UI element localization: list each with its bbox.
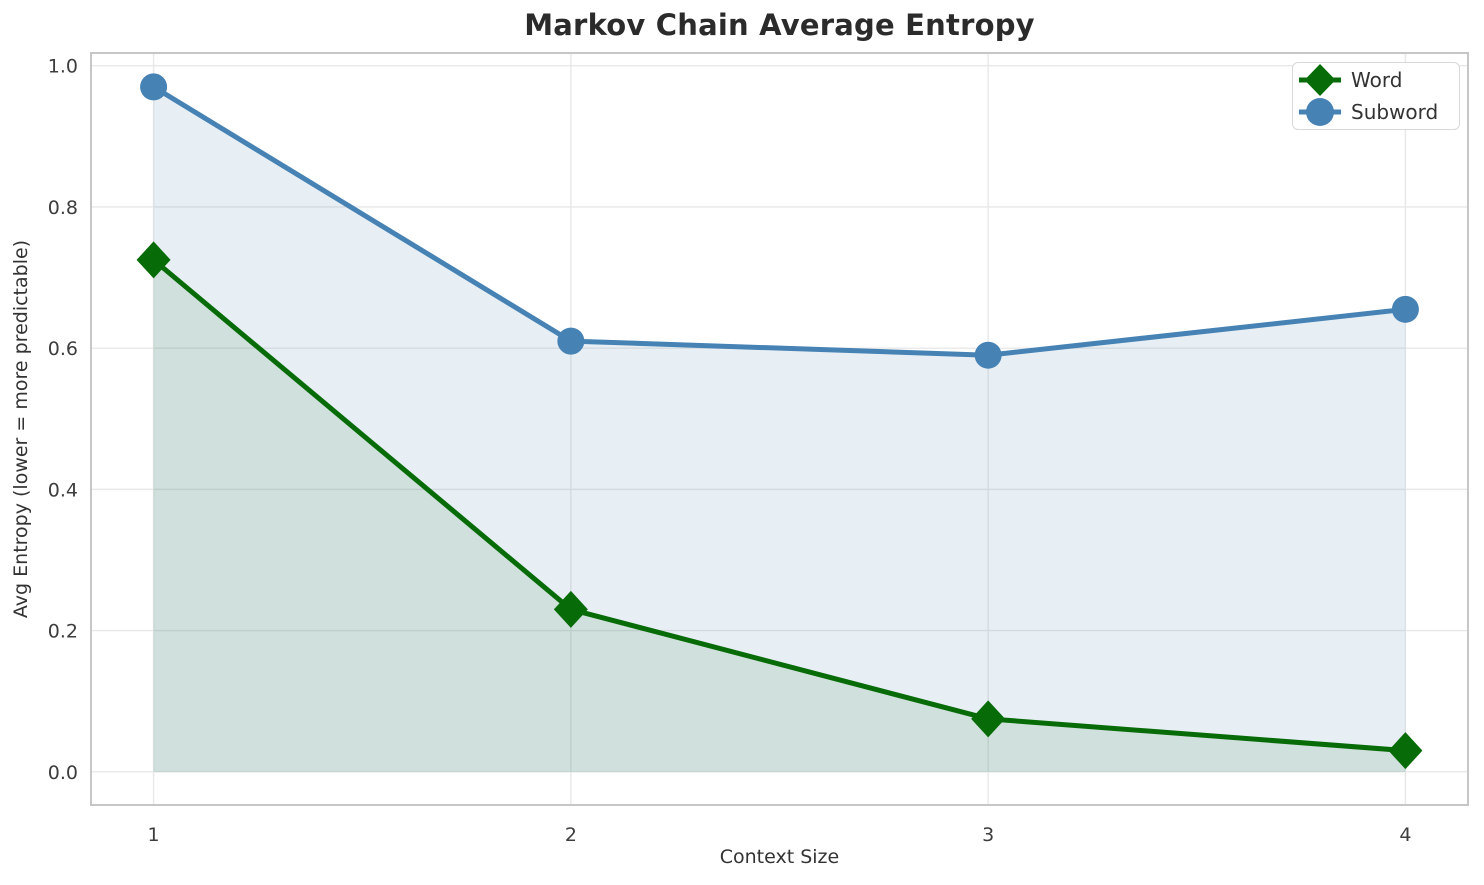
- x-axis-label: Context Size: [719, 846, 840, 868]
- y-tick-label-0.2: 0.2: [48, 621, 78, 643]
- chart-title: Markov Chain Average Entropy: [524, 8, 1035, 42]
- word-marker-x3: [971, 700, 1006, 738]
- legend-row-subword: Subword: [1297, 96, 1451, 128]
- legend-label-word: Word: [1351, 68, 1403, 92]
- word-line: [151, 257, 1408, 754]
- subword-marker-x1: [140, 73, 168, 101]
- y-tick-label-1.0: 1.0: [48, 56, 78, 78]
- subword-marker-x4: [1391, 295, 1419, 323]
- subword-line: [151, 84, 1408, 358]
- word-marker-x4: [1388, 732, 1423, 770]
- x-tick-label-4: 4: [1399, 824, 1411, 846]
- plot-background: [91, 53, 1468, 805]
- x-tick-label-3: 3: [982, 824, 994, 846]
- axes-spines: [90, 52, 1469, 806]
- word-marker-x2: [553, 590, 588, 628]
- legend-row-word: Word: [1297, 64, 1451, 96]
- subword-area-fill: [153, 86, 1406, 772]
- y-axis-label: Avg Entropy (lower = more predictable): [10, 239, 32, 619]
- x-tick-label-1: 1: [148, 824, 160, 846]
- subword-circle-icon: [1299, 98, 1341, 126]
- word-marker-x1: [136, 241, 171, 279]
- subword-marker-x3: [974, 341, 1002, 369]
- y-tick-label-0.8: 0.8: [48, 197, 78, 219]
- legend: Word Subword: [1292, 62, 1460, 130]
- x-tick-label-2: 2: [565, 824, 577, 846]
- legend-label-subword: Subword: [1351, 100, 1439, 124]
- word-diamond-icon: [1299, 64, 1341, 96]
- y-tick-label-0.4: 0.4: [48, 479, 78, 501]
- y-tick-label-0.6: 0.6: [48, 338, 78, 360]
- subword-marker-x2: [557, 327, 585, 355]
- word-area-fill: [153, 259, 1406, 772]
- y-tick-label-0.0: 0.0: [48, 762, 78, 784]
